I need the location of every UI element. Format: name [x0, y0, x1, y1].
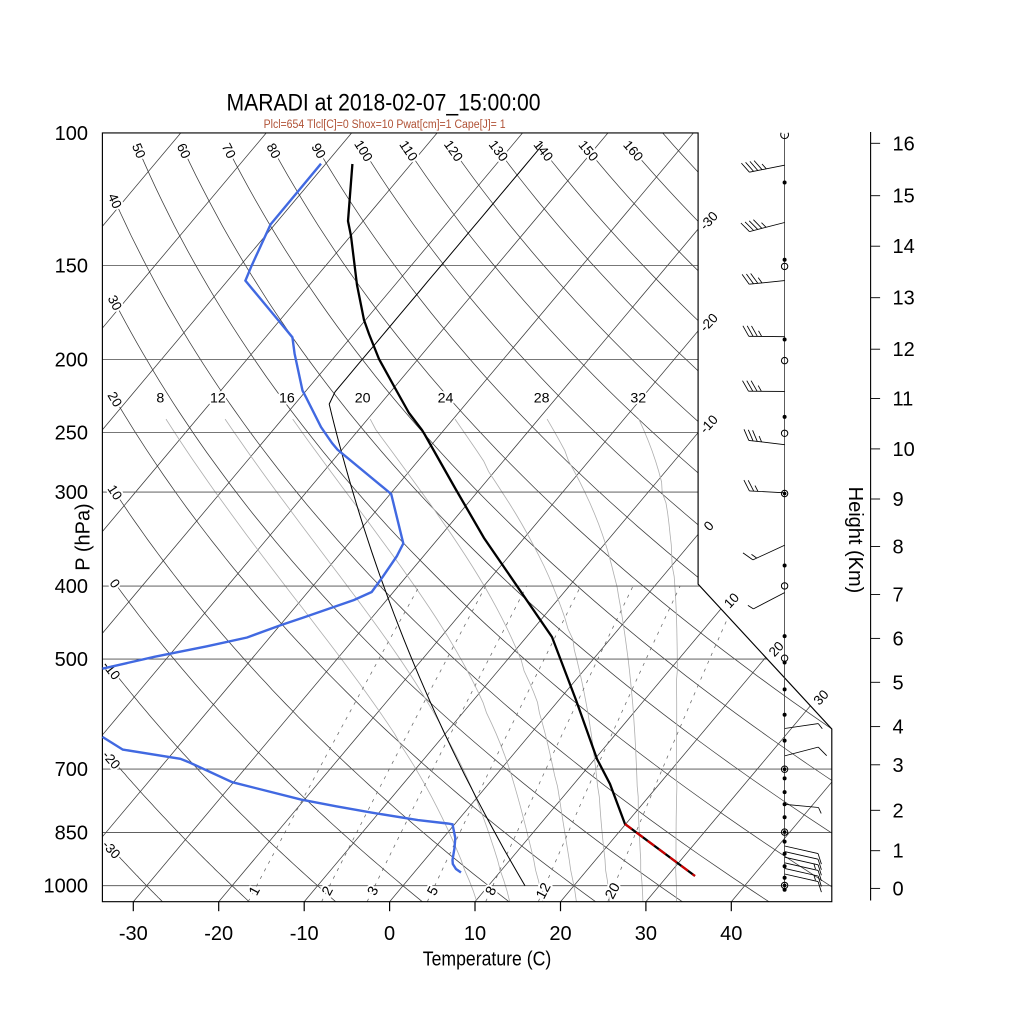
svg-text:Temperature (C): Temperature (C)	[423, 949, 552, 971]
svg-text:6: 6	[893, 628, 904, 650]
svg-text:-30: -30	[119, 923, 148, 945]
svg-text:40: 40	[720, 923, 742, 945]
svg-text:0: 0	[384, 923, 395, 945]
svg-text:3: 3	[893, 755, 904, 777]
svg-text:13: 13	[893, 288, 915, 310]
svg-text:20: 20	[549, 923, 571, 945]
svg-text:20: 20	[355, 390, 371, 406]
svg-text:5: 5	[893, 672, 904, 694]
svg-text:16: 16	[893, 133, 915, 155]
svg-text:MARADI at 2018-02-07_15:00:00: MARADI at 2018-02-07_15:00:00	[227, 89, 541, 116]
svg-text:300: 300	[55, 482, 88, 504]
svg-text:14: 14	[893, 236, 915, 258]
svg-text:12: 12	[210, 390, 226, 406]
svg-text:500: 500	[55, 649, 88, 671]
svg-text:9: 9	[893, 489, 904, 511]
svg-text:100: 100	[55, 123, 88, 145]
svg-text:-20: -20	[204, 923, 233, 945]
svg-text:850: 850	[55, 823, 88, 845]
svg-text:2: 2	[893, 800, 904, 822]
svg-text:8: 8	[156, 390, 164, 406]
svg-text:11: 11	[893, 389, 914, 411]
svg-text:1000: 1000	[44, 876, 89, 898]
svg-text:1: 1	[893, 841, 904, 863]
svg-text:-10: -10	[290, 923, 319, 945]
svg-text:28: 28	[534, 390, 550, 406]
svg-text:10: 10	[464, 923, 486, 945]
svg-text:16: 16	[279, 390, 295, 406]
svg-text:250: 250	[55, 423, 88, 445]
svg-text:200: 200	[55, 350, 88, 372]
svg-text:400: 400	[55, 576, 88, 598]
svg-text:150: 150	[55, 256, 88, 278]
svg-text:7: 7	[893, 585, 904, 607]
svg-text:4: 4	[893, 717, 904, 739]
svg-text:0: 0	[893, 878, 904, 900]
svg-text:Plcl=654 Tlcl[C]=0 Shox=10 Pwa: Plcl=654 Tlcl[C]=0 Shox=10 Pwat[cm]=1 Ca…	[264, 119, 506, 131]
svg-text:10: 10	[893, 439, 915, 461]
svg-text:32: 32	[630, 390, 646, 406]
svg-text:8: 8	[893, 537, 904, 559]
svg-text:15: 15	[893, 186, 915, 208]
svg-text:P (hPa): P (hPa)	[73, 503, 95, 570]
svg-text:24: 24	[438, 390, 454, 406]
svg-text:30: 30	[635, 923, 657, 945]
svg-text:700: 700	[55, 759, 88, 781]
svg-text:Height (Km): Height (Km)	[844, 487, 866, 594]
svg-text:12: 12	[893, 339, 915, 361]
